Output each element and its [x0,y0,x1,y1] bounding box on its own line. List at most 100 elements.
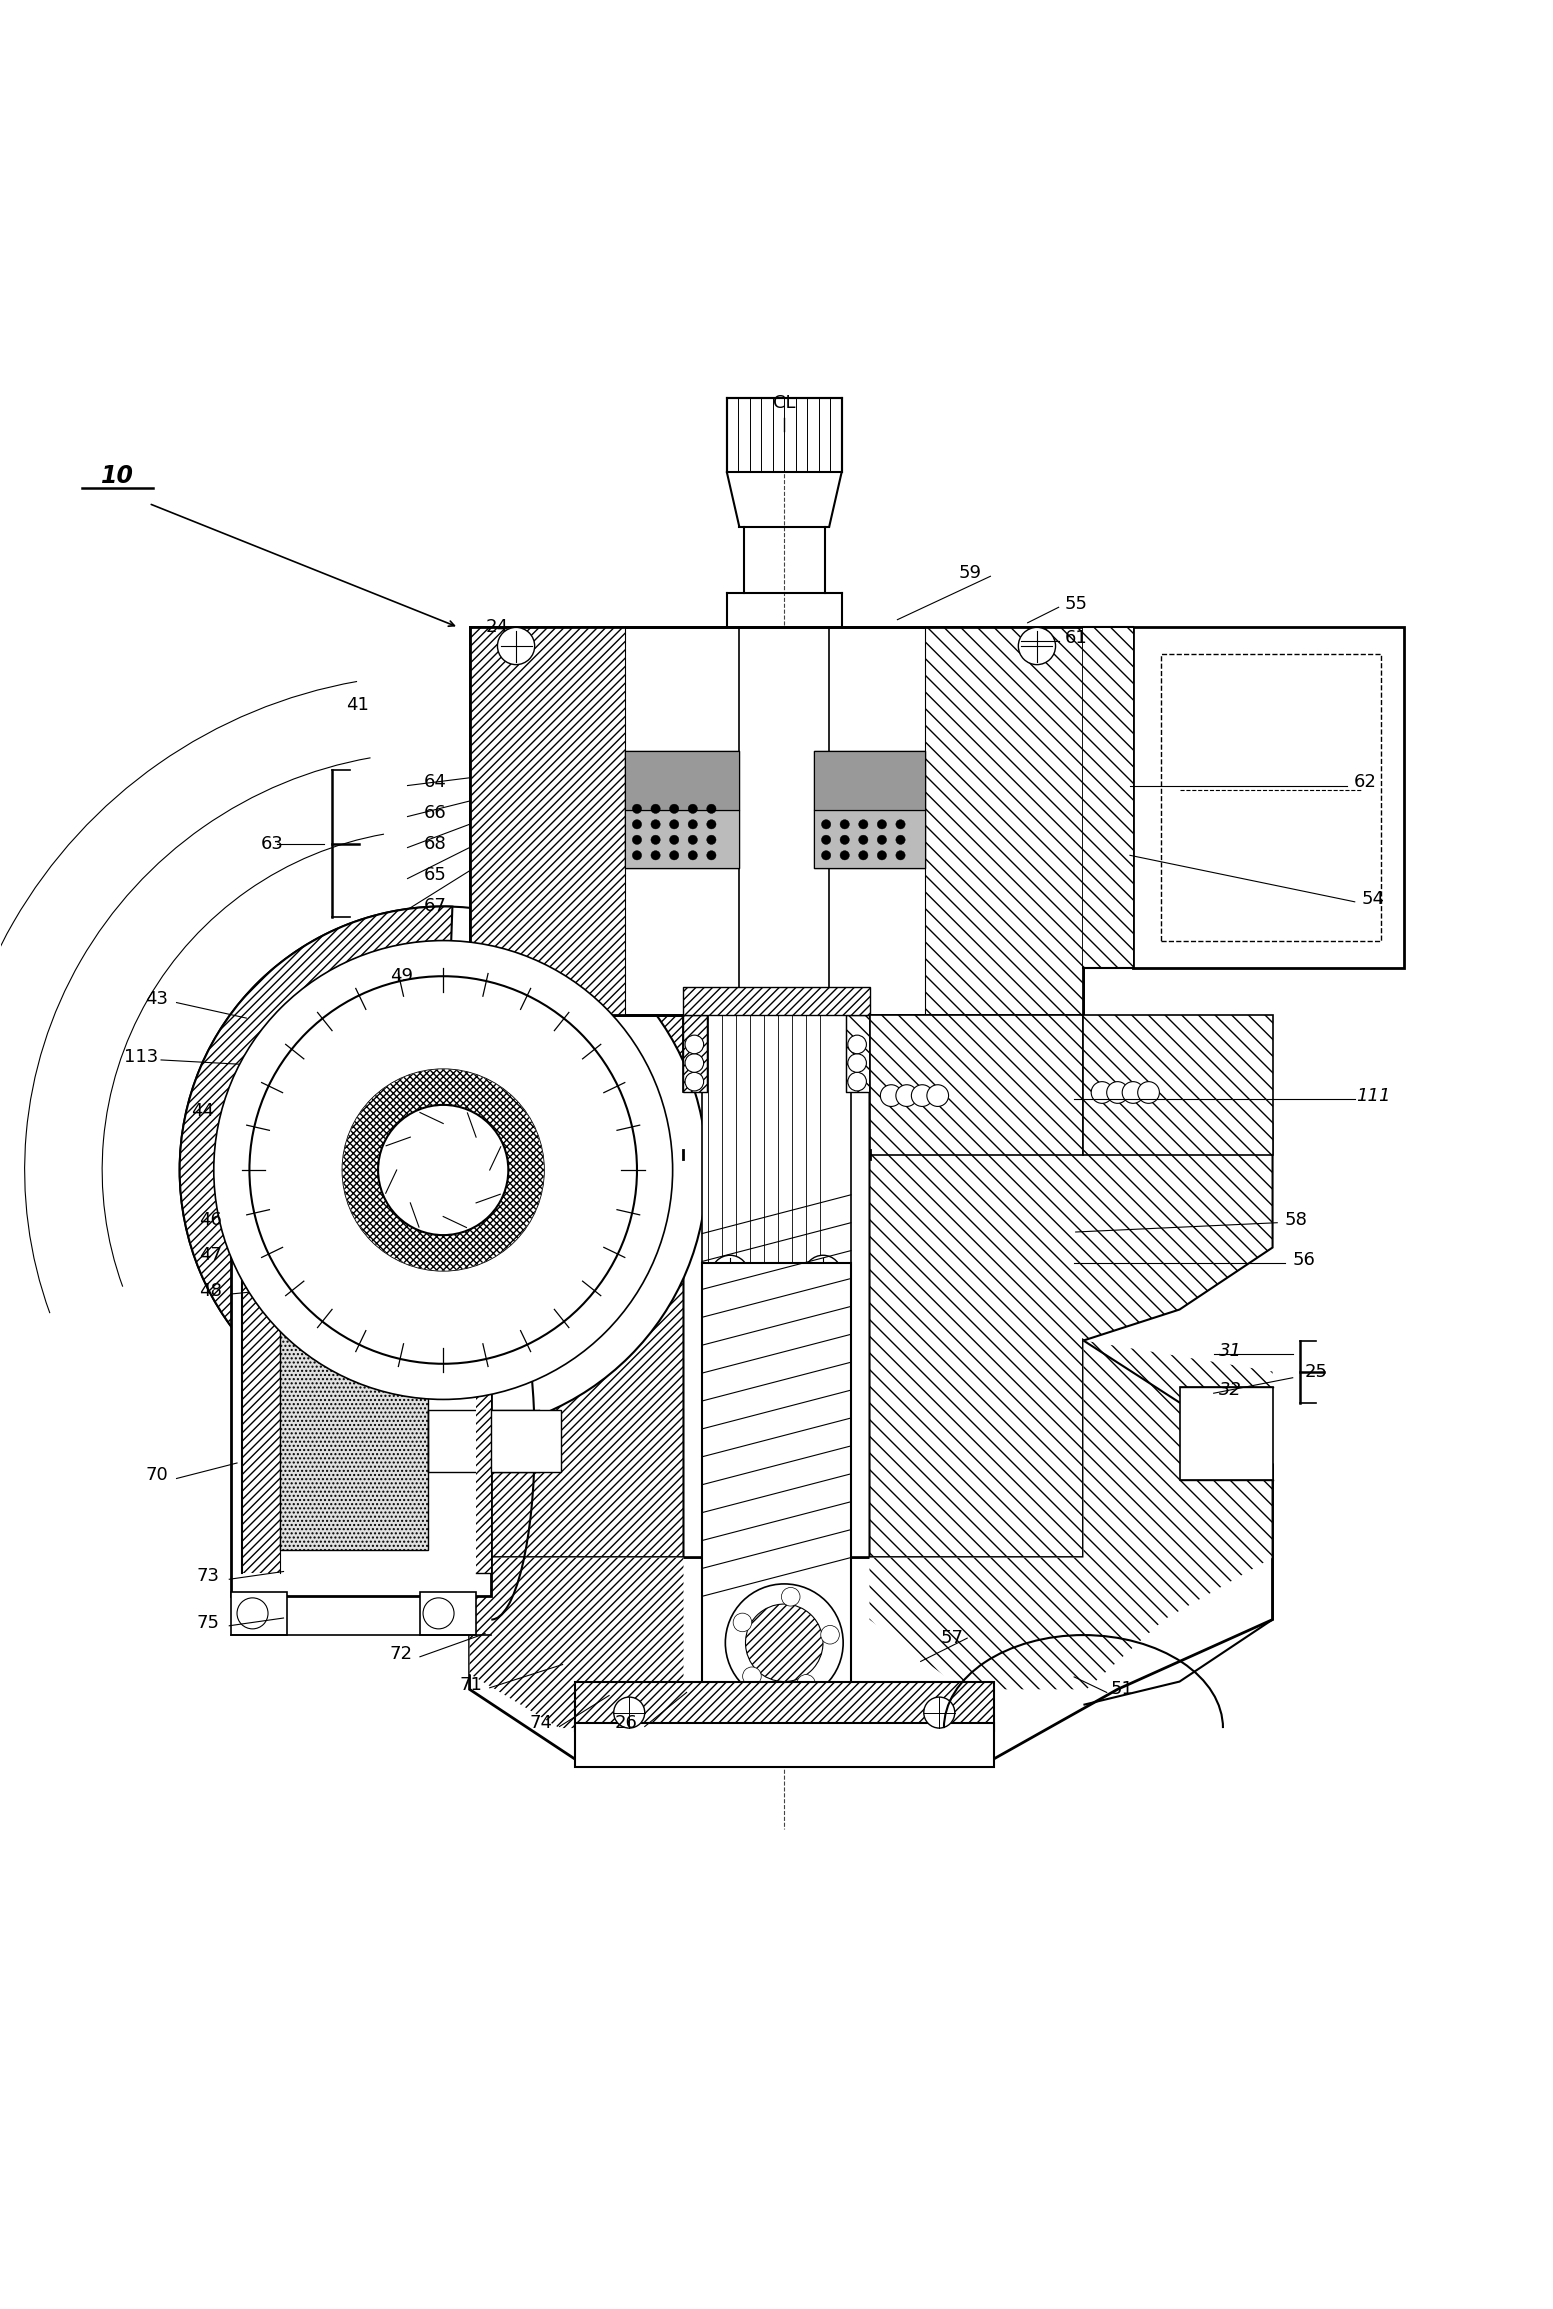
Bar [575,1681,994,1732]
Text: 25: 25 [1305,1362,1328,1381]
Circle shape [632,850,641,859]
Circle shape [707,804,716,813]
Bar [702,1263,851,1697]
Bar [1134,628,1404,967]
Circle shape [822,836,831,845]
Text: 47: 47 [199,1247,222,1265]
Polygon shape [469,1559,683,1727]
Text: 63: 63 [261,836,284,854]
Bar [702,1016,851,1263]
Text: 72: 72 [390,1644,413,1662]
Text: 61: 61 [1064,630,1087,647]
Text: 71: 71 [460,1676,483,1695]
Bar [846,1016,870,1092]
Circle shape [840,850,849,859]
Circle shape [343,1069,544,1270]
Circle shape [632,804,641,813]
Circle shape [669,836,679,845]
Circle shape [180,907,707,1434]
Circle shape [688,850,697,859]
Text: 26: 26 [615,1713,638,1732]
Bar [814,810,926,868]
Circle shape [688,820,697,829]
Circle shape [912,1085,933,1106]
Text: 113: 113 [124,1048,158,1067]
Bar [926,628,1084,1016]
Bar [1162,653,1381,940]
Bar [814,750,926,810]
Text: 58: 58 [1284,1210,1308,1228]
Text: 49: 49 [390,967,413,986]
Circle shape [804,1256,842,1293]
Circle shape [742,1667,761,1686]
Circle shape [669,820,679,829]
Circle shape [651,804,660,813]
Circle shape [745,1605,823,1681]
Circle shape [651,820,660,829]
Bar [683,1016,707,1092]
Text: 73: 73 [196,1568,219,1586]
Circle shape [651,836,660,845]
Bar [281,1286,427,1549]
Text: 41: 41 [346,695,370,713]
Circle shape [651,850,660,859]
Circle shape [1123,1081,1145,1104]
Text: 67: 67 [424,898,447,914]
Text: 51: 51 [1110,1681,1134,1699]
Circle shape [1092,1081,1114,1104]
Bar [1084,628,1134,967]
Text: 65: 65 [424,866,447,884]
Circle shape [848,1034,867,1053]
Circle shape [238,1598,269,1628]
Bar [469,628,1084,1016]
Circle shape [688,804,697,813]
Circle shape [497,628,534,665]
Circle shape [711,1256,749,1293]
Circle shape [669,850,679,859]
Text: 55: 55 [1064,596,1087,614]
Text: 111: 111 [1356,1088,1390,1104]
Bar [475,1263,491,1572]
Bar [624,810,739,868]
Circle shape [822,850,831,859]
Bar [727,397,842,473]
Circle shape [877,836,887,845]
Circle shape [924,1697,955,1727]
Text: 56: 56 [1292,1251,1315,1270]
Circle shape [822,820,831,829]
Circle shape [707,850,716,859]
Circle shape [733,1614,752,1632]
Text: 74: 74 [530,1713,553,1732]
Circle shape [927,1085,949,1106]
Text: 64: 64 [424,774,447,792]
Bar [575,1723,994,1766]
Circle shape [781,1589,800,1607]
Bar [870,1016,1084,1154]
Text: 10: 10 [101,464,134,487]
Circle shape [613,1697,644,1727]
Circle shape [797,1674,815,1692]
Bar [469,628,624,1016]
Text: 32: 32 [1219,1381,1242,1399]
Bar [491,954,519,986]
Text: 66: 66 [424,804,447,822]
Circle shape [343,1069,544,1270]
Text: 70: 70 [144,1466,168,1485]
Circle shape [896,850,905,859]
Bar [242,1263,281,1572]
Circle shape [859,820,868,829]
Text: 46: 46 [199,1210,222,1228]
Bar [491,1411,561,1473]
Circle shape [688,836,697,845]
Bar [281,1286,427,1549]
Circle shape [859,836,868,845]
Circle shape [1107,1081,1129,1104]
Text: 43: 43 [144,991,168,1009]
Circle shape [877,850,887,859]
Bar [624,750,739,810]
Bar [1084,1016,1272,1154]
Circle shape [685,1071,704,1090]
Bar [427,1411,539,1473]
Circle shape [707,836,716,845]
Text: 57: 57 [940,1630,963,1646]
